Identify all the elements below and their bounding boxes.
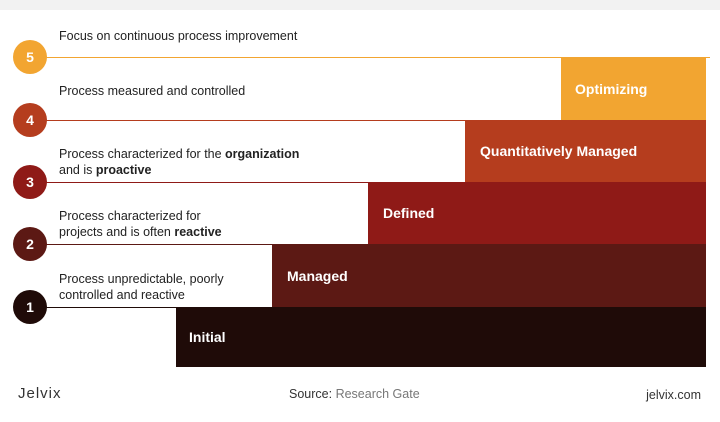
step-label-optimizing: Optimizing bbox=[575, 81, 648, 97]
step-label-defined: Defined bbox=[383, 205, 435, 221]
description-text: Focus on continuous process improvement bbox=[59, 29, 298, 43]
level-3-badge: 3 bbox=[13, 165, 47, 199]
level-2-badge: 2 bbox=[13, 227, 47, 261]
level-3-rule bbox=[30, 182, 368, 183]
description-emphasis: proactive bbox=[95, 163, 152, 177]
level-2-rule bbox=[30, 244, 274, 245]
step-defined: Defined bbox=[368, 182, 706, 244]
source-value: Research Gate bbox=[335, 387, 420, 401]
description-text: Process unpredictable, poorly bbox=[59, 272, 224, 286]
description-text: controlled and reactive bbox=[59, 288, 185, 302]
description-line: Process characterized for the organizati… bbox=[59, 146, 299, 162]
top-band bbox=[0, 0, 720, 10]
level-2-description: Process characterized for projects and is… bbox=[59, 208, 222, 240]
description-emphasis: reactive bbox=[174, 225, 222, 239]
description-line: and is proactive bbox=[59, 162, 299, 178]
description-line: Process unpredictable, poorly bbox=[59, 271, 224, 287]
source-label: Source: bbox=[289, 387, 333, 401]
description-line: projects and is often reactive bbox=[59, 224, 222, 240]
step-label-initial: Initial bbox=[189, 329, 226, 345]
description-emphasis: organization bbox=[225, 147, 300, 161]
description-text: projects and is often bbox=[59, 225, 175, 239]
description-line: controlled and reactive bbox=[59, 287, 224, 303]
step-label-quantitatively-managed: Quantitatively Managed bbox=[480, 143, 638, 159]
description-line: Process measured and controlled bbox=[59, 83, 245, 99]
site-url: jelvix.com bbox=[646, 388, 701, 402]
brand-logo: Jelvix bbox=[18, 385, 62, 402]
step-managed: Managed bbox=[272, 244, 706, 307]
level-5-description: Focus on continuous process improvement bbox=[59, 28, 297, 44]
description-line: Process characterized for bbox=[59, 208, 222, 224]
level-3-description: Process characterized for the organizati… bbox=[59, 146, 299, 178]
description-text: Process characterized for the bbox=[59, 147, 226, 161]
level-4-description: Process measured and controlled bbox=[59, 83, 245, 99]
step-quantitatively-managed: Quantitatively Managed bbox=[465, 120, 706, 182]
description-text: Process measured and controlled bbox=[59, 84, 246, 98]
level-1-rule bbox=[30, 307, 178, 308]
source-credit: Source: Research Gate bbox=[289, 387, 420, 401]
description-text: and is bbox=[59, 163, 96, 177]
level-5-rule bbox=[30, 57, 710, 58]
description-text: Process characterized for bbox=[59, 209, 201, 223]
level-1-description: Process unpredictable, poorly controlled … bbox=[59, 271, 224, 303]
description-line: Focus on continuous process improvement bbox=[59, 28, 297, 44]
step-label-managed: Managed bbox=[287, 267, 348, 284]
level-4-badge: 4 bbox=[13, 103, 47, 137]
level-1-badge: 1 bbox=[13, 290, 47, 324]
step-optimizing: Optimizing bbox=[561, 58, 706, 120]
level-5-badge: 5 bbox=[13, 40, 47, 74]
level-4-rule bbox=[30, 120, 468, 121]
step-initial: Initial bbox=[176, 307, 706, 367]
